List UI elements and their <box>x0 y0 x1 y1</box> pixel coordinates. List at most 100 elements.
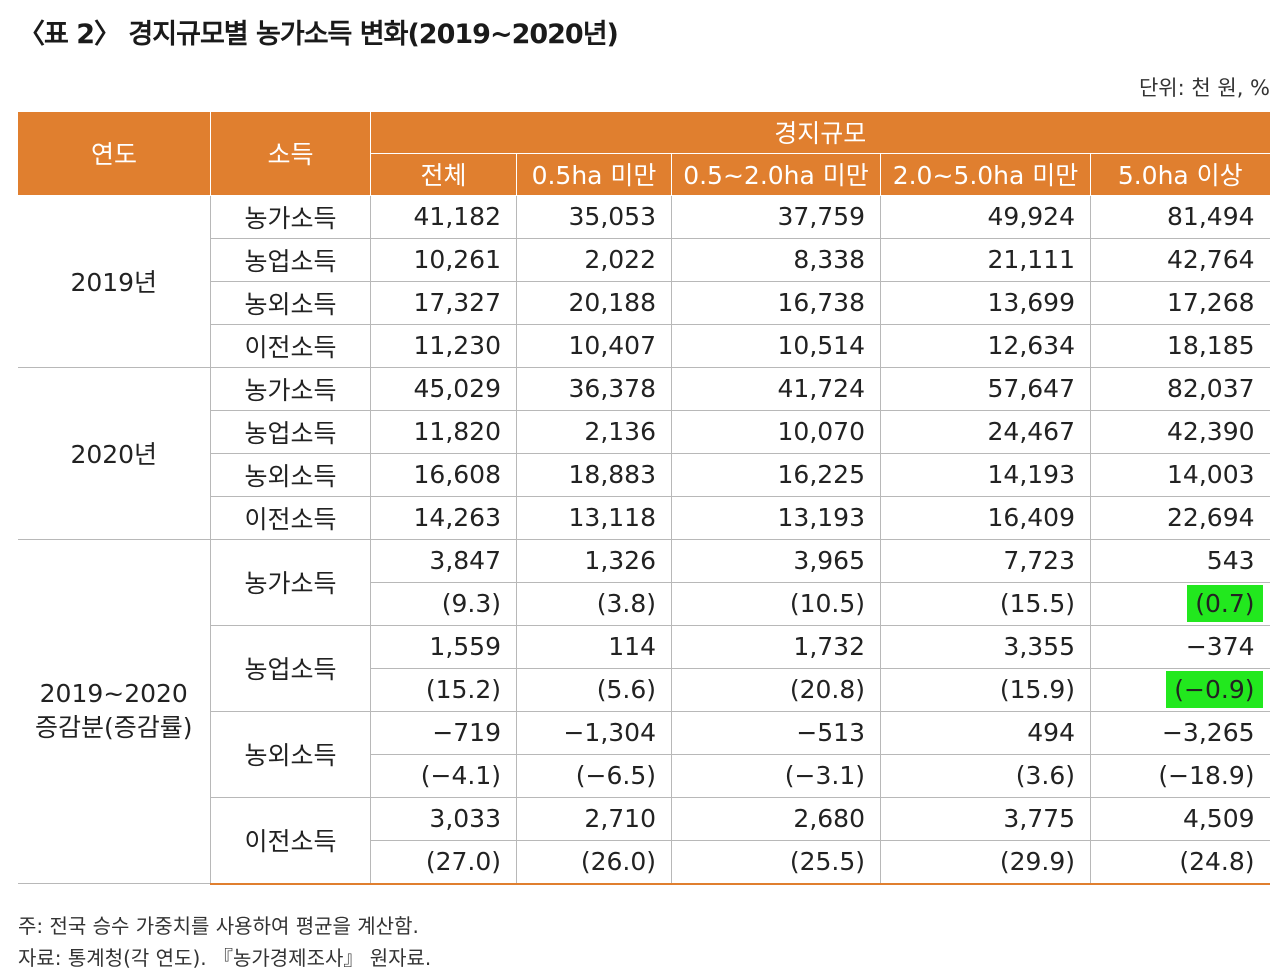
table-cell: 24,467 <box>880 409 1091 454</box>
table-cell: 11,230 <box>370 323 517 368</box>
rate-cell: (−3.1) <box>671 753 881 798</box>
header-col-under-0-5: 0.5ha 미만 <box>516 152 672 196</box>
table-cell: 494 <box>880 710 1091 755</box>
table-cell: 13,193 <box>671 495 881 540</box>
table-row: 이전소득 3,033 2,710 2,680 3,775 4,509 <box>18 796 1270 885</box>
table-cell: 3,965 <box>671 538 881 583</box>
table-cell: 7,723 <box>880 538 1091 583</box>
rate-cell: (15.2) <box>370 667 517 712</box>
table-cell: 18,883 <box>516 452 672 497</box>
table-cell: 3,355 <box>880 624 1091 669</box>
header-income: 소득 <box>210 112 371 196</box>
rate-cell: (−4.1) <box>370 753 517 798</box>
row-label: 농가소득 <box>210 194 371 239</box>
table-title: 〈표 2〉 경지규모별 농가소득 변화(2019~2020년) <box>18 19 619 50</box>
table-cell: 13,118 <box>516 495 672 540</box>
header-col-2-0-5-0: 2.0~5.0ha 미만 <box>880 152 1091 196</box>
table-cell: 14,263 <box>370 495 517 540</box>
table-cell: 41,724 <box>671 366 881 411</box>
table-cell: 3,033 <box>370 796 517 841</box>
income-table: 연도 소득 경지규모 전체 0.5ha 미만 0.5~2.0ha 미만 2.0~… <box>17 112 1270 885</box>
row-label: 농업소득 <box>210 409 371 454</box>
table-cell: 16,738 <box>671 280 881 325</box>
unit-label: 단위: 천 원, % <box>1138 76 1270 100</box>
row-label: 농외소득 <box>210 452 371 497</box>
table-cell: 57,647 <box>880 366 1091 411</box>
rate-cell: (10.5) <box>671 581 881 626</box>
table-cell: 2,136 <box>516 409 672 454</box>
highlighted-rate-cell: (−0.9) <box>1089 667 1270 712</box>
table-row: 2019년 농가소득 41,182 35,053 37,759 49,924 8… <box>17 194 1270 368</box>
table-cell: −513 <box>671 710 881 755</box>
table-cell: 543 <box>1089 538 1270 583</box>
row-label: 이전소득 <box>210 495 371 540</box>
header-col-total: 전체 <box>370 152 517 196</box>
table-cell: 14,193 <box>880 452 1091 497</box>
table-cell: 36,378 <box>516 366 672 411</box>
table-cell: 114 <box>516 624 672 669</box>
change-label-line2: 증감분(증감률) <box>34 712 193 742</box>
rate-cell: (3.6) <box>880 753 1091 798</box>
table-cell: 12,634 <box>880 323 1091 368</box>
table-cell: 14,003 <box>1089 452 1270 497</box>
table-cell: 18,185 <box>1089 323 1270 368</box>
change-label-line1: 2019~2020 <box>39 678 188 708</box>
table-cell: −374 <box>1089 624 1270 669</box>
rate-cell: (−6.5) <box>516 753 672 798</box>
table-cell: 42,390 <box>1089 409 1270 454</box>
table-row: 농업소득 11,820 2,136 10,070 24,467 42,390 <box>18 409 1270 454</box>
rate-cell: (29.9) <box>880 839 1091 885</box>
table-cell: −719 <box>370 710 517 755</box>
table-row: 농외소득 17,327 20,188 16,738 13,699 17,268 <box>18 280 1270 325</box>
table-row: 이전소득 11,230 10,407 10,514 12,634 18,185 <box>18 323 1270 368</box>
table-cell: 1,732 <box>671 624 881 669</box>
row-label: 농외소득 <box>210 710 371 798</box>
header-farm-size: 경지규모 <box>369 112 1270 154</box>
table-cell: 22,694 <box>1089 495 1270 540</box>
table-cell: 1,559 <box>370 624 517 669</box>
rate-cell: (−18.9) <box>1089 753 1270 798</box>
row-label: 농업소득 <box>210 237 371 282</box>
table-cell: 49,924 <box>880 194 1091 239</box>
row-label: 농가소득 <box>210 538 371 626</box>
table-cell: 2,680 <box>671 796 881 841</box>
table-cell: 10,261 <box>370 237 517 282</box>
rate-cell: (15.5) <box>880 581 1091 626</box>
row-label: 이전소득 <box>210 323 371 368</box>
table-cell: 16,225 <box>671 452 881 497</box>
table-cell: 35,053 <box>516 194 672 239</box>
rate-cell: (26.0) <box>516 839 672 885</box>
table-cell: 37,759 <box>671 194 881 239</box>
source-note: 자료: 통계청(각 연도). 『농가경제조사』 원자료. <box>18 946 432 970</box>
change-label: 2019~2020 증감분(증감률) <box>17 538 211 884</box>
table-cell: 3,847 <box>370 538 517 583</box>
table-cell: −1,304 <box>516 710 672 755</box>
rate-cell: (27.0) <box>370 839 517 885</box>
table-cell: 17,327 <box>370 280 517 325</box>
table-row: 농외소득 −719 −1,304 −513 494 −3,265 <box>18 710 1270 798</box>
table-cell: 16,608 <box>370 452 517 497</box>
table-cell: 17,268 <box>1089 280 1270 325</box>
highlight-mark: (−0.9) <box>1166 671 1263 708</box>
table-row: 2020년 농가소득 45,029 36,378 41,724 57,647 8… <box>17 366 1270 540</box>
table-cell: 11,820 <box>370 409 517 454</box>
table-cell: 16,409 <box>880 495 1091 540</box>
table-row: (9.3) (3.8) (10.5) (15.5) (0.7) <box>18 581 1270 626</box>
table-cell: 13,699 <box>880 280 1091 325</box>
table-row: 농업소득 1,559 114 1,732 3,355 −374 <box>18 624 1270 712</box>
table-cell: 2,022 <box>516 237 672 282</box>
footnote: 주: 전국 승수 가중치를 사용하여 평균을 계산함. <box>18 914 419 938</box>
year-label-2020: 2020년 <box>17 366 211 540</box>
table-cell: 20,188 <box>516 280 672 325</box>
table-cell: 21,111 <box>880 237 1091 282</box>
rate-cell: (9.3) <box>370 581 517 626</box>
table-cell: 82,037 <box>1089 366 1270 411</box>
table-cell: −3,265 <box>1089 710 1270 755</box>
table-cell: 10,407 <box>516 323 672 368</box>
table-row: (15.2) (5.6) (20.8) (15.9) (−0.9) <box>18 667 1270 712</box>
table-cell: 4,509 <box>1089 796 1270 841</box>
row-label: 농업소득 <box>210 624 371 712</box>
table-cell: 45,029 <box>370 366 517 411</box>
table-cell: 10,070 <box>671 409 881 454</box>
table-cell: 81,494 <box>1089 194 1270 239</box>
